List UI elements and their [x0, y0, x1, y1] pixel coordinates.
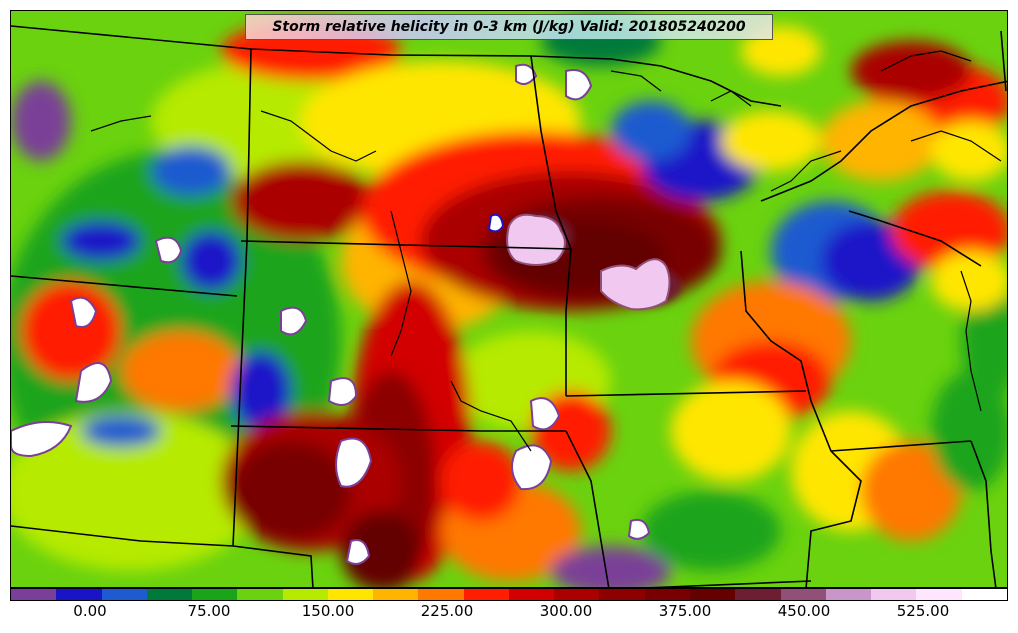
colorbar-segment — [237, 589, 283, 600]
colorbar-segment — [56, 589, 102, 600]
colorbar-segment — [282, 589, 328, 600]
colorbar-segment — [735, 589, 781, 600]
colorbar-segment — [780, 589, 826, 600]
colorbar-segment — [11, 589, 57, 600]
colorbar-ticks: 0.00 75.00 150.00 225.00 300.00 375.00 450.00 5… — [10, 602, 1008, 626]
rivers-coastlines — [90, 50, 1002, 452]
colorbar-segment — [644, 589, 690, 600]
colorbar-tick-label: 150.00 — [301, 602, 355, 620]
colorbar — [10, 588, 1008, 601]
colorbar-segment — [373, 589, 419, 600]
helicity-map — [10, 10, 1008, 588]
colorbar-segment — [101, 589, 147, 600]
colorbar-segment — [961, 589, 1007, 600]
colorbar-tick-label: 375.00 — [658, 602, 712, 620]
colorbar-segment — [146, 589, 193, 600]
colorbar-segment — [825, 589, 872, 600]
map-canvas — [11, 11, 1007, 587]
colorbar-segment — [508, 589, 555, 600]
colorbar-tick-label: 75.00 — [187, 602, 231, 620]
colorbar-segment — [192, 589, 238, 600]
max-helicity-areas — [11, 63, 671, 566]
map-title: Storm relative helicity in 0-3 km (J/kg)… — [245, 14, 773, 40]
colorbar-segment — [418, 589, 464, 600]
colorbar-tick-label: 300.00 — [539, 602, 593, 620]
colorbar-segment — [463, 589, 509, 600]
helicity-field — [11, 16, 1007, 587]
colorbar-tick-label: 0.00 — [73, 602, 107, 620]
colorbar-segment — [916, 589, 962, 600]
colorbar-segment — [599, 589, 645, 600]
colorbar-segment — [554, 589, 600, 600]
colorbar-segment — [327, 589, 374, 600]
colorbar-segment — [871, 589, 917, 600]
colorbar-segment — [689, 589, 736, 600]
colorbar-tick-label: 450.00 — [777, 602, 831, 620]
state-boundaries — [11, 25, 1007, 587]
colorbar-tick-label: 525.00 — [896, 602, 950, 620]
colorbar-tick-label: 225.00 — [420, 602, 474, 620]
